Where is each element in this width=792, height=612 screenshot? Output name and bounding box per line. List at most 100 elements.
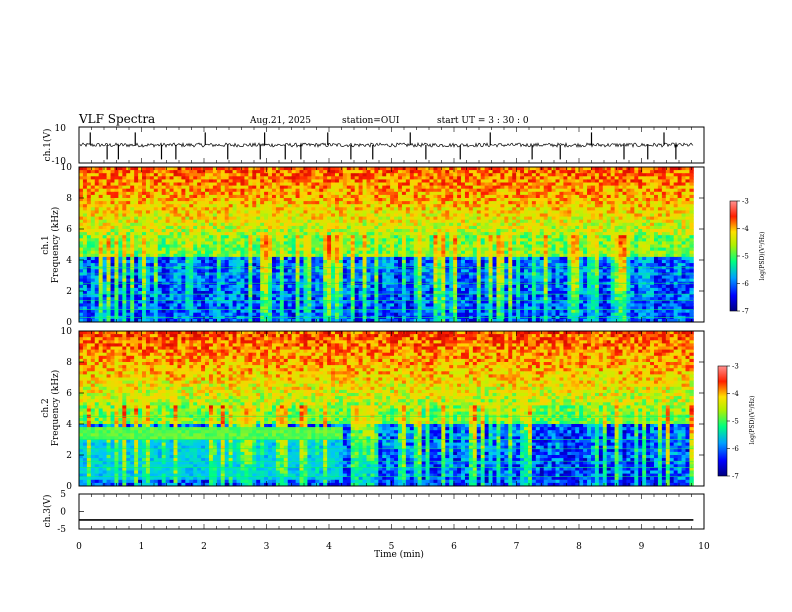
spectrogram-cell — [673, 216, 679, 221]
spectrogram-cell — [185, 201, 190, 205]
spectrogram-cell — [244, 216, 249, 221]
spectrogram-cell — [500, 229, 505, 233]
spectrogram-cell — [689, 204, 694, 208]
spectrogram-cell — [79, 167, 84, 171]
spectrogram-cell — [94, 170, 100, 174]
spectrogram-cell — [535, 201, 541, 205]
spectrogram-cell — [334, 201, 340, 205]
spectrogram-cell — [630, 167, 635, 171]
spectrogram-cell — [185, 247, 190, 252]
spectrogram-cell — [689, 179, 694, 183]
spectrogram-cell — [307, 250, 312, 255]
spectrogram-cell — [646, 213, 651, 217]
spectrogram-cell — [520, 173, 525, 177]
spectrogram-cell — [378, 235, 383, 239]
spectrogram-cell — [496, 194, 501, 199]
spectrogram-cell — [142, 238, 147, 242]
spectrogram-cell — [244, 179, 249, 183]
spectrogram-cell — [374, 253, 379, 258]
spectrogram-cell — [382, 213, 387, 217]
spectrogram-cell — [149, 235, 155, 239]
spectrogram-cell — [334, 238, 340, 242]
spectrogram-cell — [145, 225, 151, 230]
spectrogram-cell — [82, 256, 88, 261]
spectrogram-cell — [500, 207, 505, 211]
spectrogram-cell — [398, 173, 403, 177]
spectrogram-cell — [401, 185, 407, 190]
spectrogram-cell — [374, 170, 379, 174]
spectrogram-cell — [606, 179, 612, 183]
spectrogram-cell — [590, 179, 596, 183]
spectrogram-cell — [145, 191, 151, 196]
spectrogram-cell — [106, 179, 111, 183]
spectrogram-cell — [504, 219, 509, 224]
spectrogram-cell — [421, 182, 426, 186]
spectrogram-cell — [212, 204, 218, 208]
spectrogram-cell — [252, 241, 257, 245]
spectrogram-cell — [205, 222, 210, 227]
spectrogram-cell — [102, 241, 107, 245]
spectrogram-cell — [323, 235, 328, 239]
spectrogram-cell — [338, 213, 344, 217]
spectrogram-cell — [295, 179, 300, 183]
spectrogram-cell — [622, 216, 627, 221]
spectrogram-cell — [98, 198, 104, 202]
spectrogram-cell — [508, 229, 513, 233]
spectrogram-cell — [634, 260, 639, 264]
spectrogram-cell — [366, 176, 371, 180]
spectrogram-cell — [677, 256, 682, 261]
spectrogram-cell — [220, 170, 226, 174]
spectrogram-cell — [157, 167, 163, 171]
spectrogram-cell — [90, 167, 96, 171]
spectrogram-cell — [378, 204, 383, 208]
spectrogram-cell — [425, 194, 430, 199]
spectrogram-cell — [555, 182, 560, 186]
spectrogram-cell — [94, 247, 100, 252]
spectrogram-cell — [409, 250, 415, 255]
spectrogram-cell — [677, 244, 682, 248]
spectrogram-cell — [642, 173, 647, 177]
spectrogram-cell — [212, 191, 218, 196]
spectrogram-cell — [646, 191, 651, 196]
spectrogram-cell — [362, 201, 367, 205]
spectrogram-cell — [327, 241, 332, 245]
spectrogram-cell — [346, 244, 352, 248]
spectrogram-cell — [185, 198, 190, 202]
spectrogram-cell — [646, 176, 651, 180]
spectrogram-cell — [354, 207, 360, 211]
spectrogram-cell — [153, 173, 159, 177]
spectrogram-cell — [461, 225, 466, 230]
spectrogram-cell — [256, 204, 261, 208]
spectrogram-cell — [287, 216, 293, 221]
spectrogram-cell — [634, 173, 639, 177]
spectrogram-cell — [185, 253, 190, 258]
spectrogram-cell — [567, 173, 572, 177]
spectrogram-cell — [378, 225, 383, 230]
spectrogram-cell — [264, 216, 269, 221]
spectrogram-cell — [126, 260, 131, 264]
spectrogram-cell — [409, 238, 415, 242]
spectrogram-cell — [665, 191, 671, 196]
spectrogram-cell — [303, 250, 308, 255]
spectrogram-cell — [650, 179, 655, 183]
spectrogram-cell — [551, 213, 556, 217]
spectrogram-cell — [535, 225, 541, 230]
spectrogram-cell — [232, 232, 237, 236]
spectrogram-cell — [216, 170, 222, 174]
spectrogram-cell — [520, 225, 525, 230]
spectrogram-cell — [642, 232, 647, 236]
spectrogram-cell — [232, 229, 237, 233]
spectrogram-cell — [500, 256, 505, 261]
spectrogram-cell — [488, 225, 493, 230]
spectrogram-cell — [461, 182, 466, 186]
spectrogram-cell — [334, 225, 340, 230]
spectrogram-cell — [638, 260, 643, 264]
spectrogram-cell — [319, 201, 324, 205]
spectrogram-cell — [449, 216, 454, 221]
spectrogram-cell — [240, 222, 245, 227]
spectrogram-cell — [342, 250, 348, 255]
spectrogram-cell — [547, 167, 552, 171]
spectrogram-cell — [508, 201, 513, 205]
spectrogram-cell — [287, 232, 293, 236]
spectrogram-cell — [102, 207, 107, 211]
